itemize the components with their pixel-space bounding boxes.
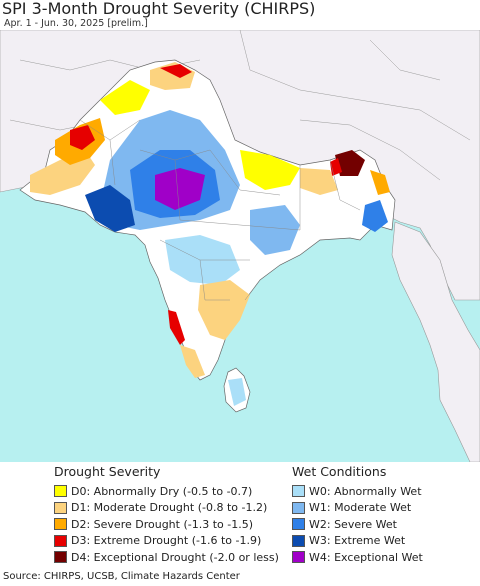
- drought-legend: Drought Severity D0: Abnormally Dry (-0.…: [54, 464, 279, 566]
- legend-item-w0: W0: Abnormally Wet: [292, 483, 423, 500]
- legend-item-d0: D0: Abnormally Dry (-0.5 to -0.7): [54, 483, 279, 500]
- map-subtitle: Apr. 1 - Jun. 30, 2025 [prelim.]: [4, 18, 148, 29]
- legend-swatch-w0: [292, 485, 305, 498]
- legend-label-d4: D4: Exceptional Drought (-2.0 or less): [71, 550, 279, 564]
- legend-label-w4: W4: Exceptional Wet: [309, 550, 423, 564]
- legend-item-w4: W4: Exceptional Wet: [292, 549, 423, 566]
- legend-swatch-w2: [292, 518, 305, 531]
- drought-wet-overlay: [30, 62, 390, 406]
- legend-swatch-w3: [292, 534, 305, 547]
- drought-map: [0, 30, 480, 462]
- legend-swatch-d2: [54, 518, 67, 531]
- country-borders-north: [9, 30, 471, 181]
- legend-item-w3: W3: Extreme Wet: [292, 533, 423, 550]
- south-asia-land: [19, 59, 396, 381]
- legend-label-w2: W2: Severe Wet: [309, 517, 397, 531]
- legend-swatch-d4: [54, 551, 67, 564]
- source-credit: Source: CHIRPS, UCSB, Climate Hazards Ce…: [3, 571, 240, 582]
- map-title: SPI 3-Month Drought Severity (CHIRPS): [2, 0, 316, 18]
- legend-label-d0: D0: Abnormally Dry (-0.5 to -0.7): [71, 484, 253, 498]
- wet-legend: Wet Conditions W0: Abnormally Wet W1: Mo…: [292, 464, 423, 566]
- legend-item-w1: W1: Moderate Wet: [292, 500, 423, 517]
- legend-swatch-d3: [54, 534, 67, 547]
- land-southeast: [391, 221, 480, 462]
- legend-item-d3: D3: Extreme Drought (-1.6 to -1.9): [54, 533, 279, 550]
- legend-label-w0: W0: Abnormally Wet: [309, 484, 422, 498]
- legend-label-d2: D2: Severe Drought (-1.3 to -1.5): [71, 517, 254, 531]
- legend-swatch-w1: [292, 501, 305, 514]
- legend-label-w3: W3: Extreme Wet: [309, 534, 406, 548]
- legend-item-d1: D1: Moderate Drought (-0.8 to -1.2): [54, 500, 279, 517]
- legend-item-d4: D4: Exceptional Drought (-2.0 or less): [54, 549, 279, 566]
- legend-item-w2: W2: Severe Wet: [292, 516, 423, 533]
- legend-label-d3: D3: Extreme Drought (-1.6 to -1.9): [71, 534, 262, 548]
- internal-boundaries: [79, 119, 361, 301]
- legend-swatch-d0: [54, 485, 67, 498]
- drought-legend-heading: Drought Severity: [54, 464, 161, 479]
- legend-item-d2: D2: Severe Drought (-1.3 to -1.5): [54, 516, 279, 533]
- legend-label-d1: D1: Moderate Drought (-0.8 to -1.2): [71, 501, 268, 515]
- legend-label-w1: W1: Moderate Wet: [309, 501, 412, 515]
- legend-swatch-w4: [292, 551, 305, 564]
- legend-swatch-d1: [54, 501, 67, 514]
- wet-legend-heading: Wet Conditions: [292, 464, 387, 479]
